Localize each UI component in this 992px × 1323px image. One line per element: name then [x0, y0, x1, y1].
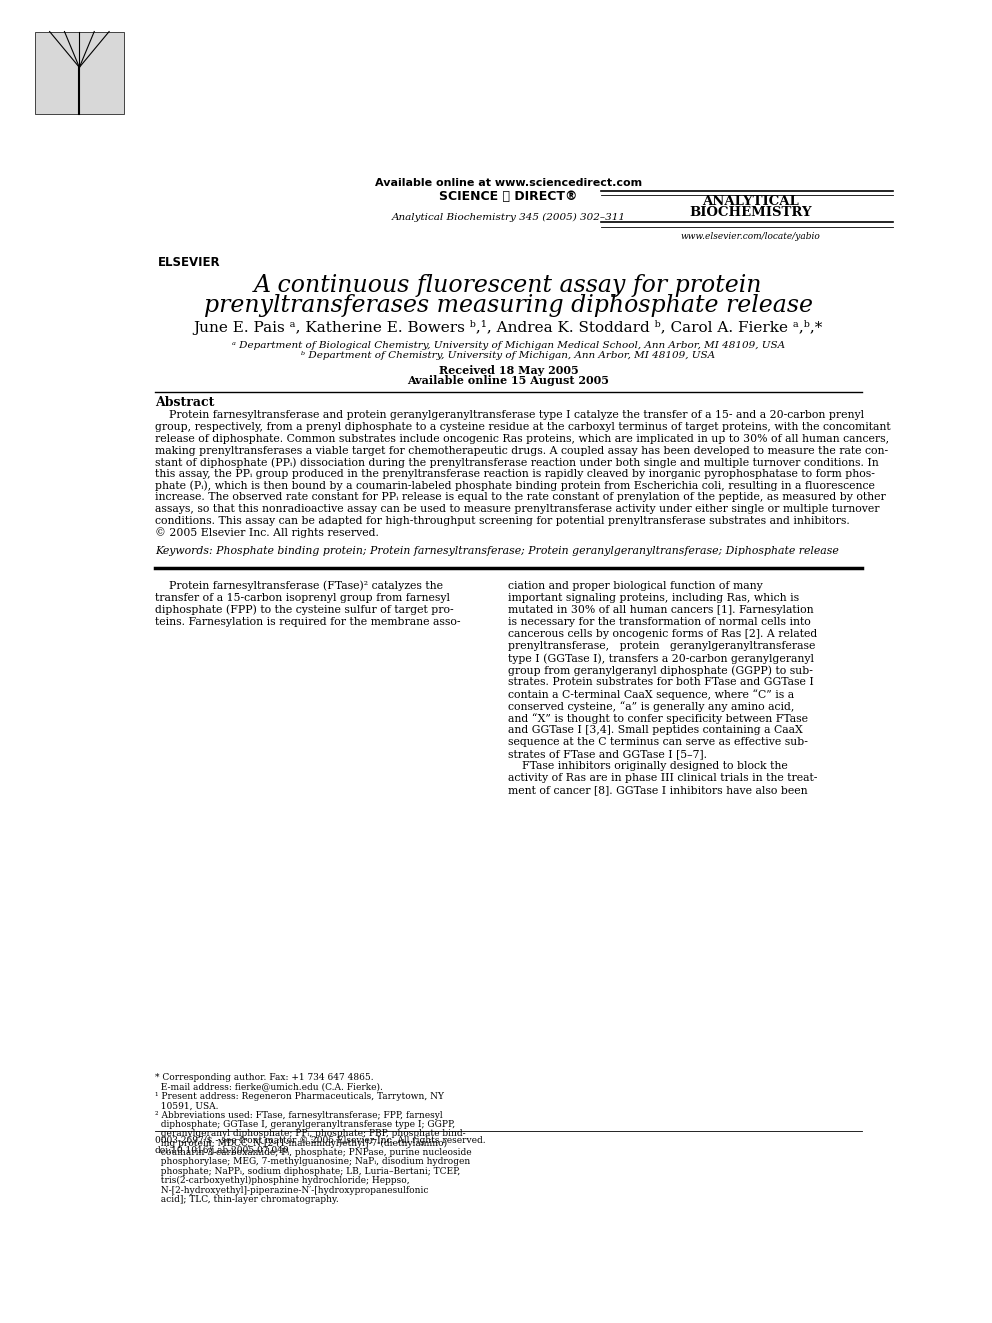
Text: diphosphate (FPP) to the cysteine sulfur of target pro-: diphosphate (FPP) to the cysteine sulfur…: [155, 605, 453, 615]
Text: Available online 15 August 2005: Available online 15 August 2005: [408, 376, 609, 386]
Text: Keywords: Phosphate binding protein; Protein farnesyltransferase; Protein gerany: Keywords: Phosphate binding protein; Pro…: [155, 546, 838, 557]
Text: phosphate; NaPPᵢ, sodium diphosphate; LB, Luria–Bertani; TCEP,: phosphate; NaPPᵢ, sodium diphosphate; LB…: [155, 1167, 460, 1176]
Text: www.elsevier.com/locate/yabio: www.elsevier.com/locate/yabio: [681, 232, 820, 241]
Text: Protein farnesyltransferase and protein geranylgeranyltransferase type I catalyz: Protein farnesyltransferase and protein …: [155, 410, 864, 421]
Text: release of diphosphate. Common substrates include oncogenic Ras proteins, which : release of diphosphate. Common substrate…: [155, 434, 889, 445]
Text: doi:10.1016/j.ab.2005.07.040: doi:10.1016/j.ab.2005.07.040: [155, 1147, 290, 1155]
Text: this assay, the PPᵢ group produced in the prenyltransferase reaction is rapidly : this assay, the PPᵢ group produced in th…: [155, 470, 875, 479]
Text: assays, so that this nonradioactive assay can be used to measure prenyltransfera: assays, so that this nonradioactive assa…: [155, 504, 879, 515]
Text: conserved cysteine, “a” is generally any amino acid,: conserved cysteine, “a” is generally any…: [509, 701, 795, 712]
Text: is necessary for the transformation of normal cells into: is necessary for the transformation of n…: [509, 617, 811, 627]
Text: ciation and proper biological function of many: ciation and proper biological function o…: [509, 581, 763, 591]
Text: strates of FTase and GGTase I [5–7].: strates of FTase and GGTase I [5–7].: [509, 749, 707, 759]
Text: * Corresponding author. Fax: +1 734 647 4865.: * Corresponding author. Fax: +1 734 647 …: [155, 1073, 373, 1082]
Text: phate (Pᵢ), which is then bound by a coumarin-labeled phosphate binding protein : phate (Pᵢ), which is then bound by a cou…: [155, 480, 875, 491]
Text: stant of diphosphate (PPᵢ) dissociation during the prenyltransferase reaction un: stant of diphosphate (PPᵢ) dissociation …: [155, 456, 879, 467]
Text: important signaling proteins, including Ras, which is: important signaling proteins, including …: [509, 593, 800, 603]
Text: group, respectively, from a prenyl diphosphate to a cysteine residue at the carb: group, respectively, from a prenyl dipho…: [155, 422, 891, 433]
Text: tris(2-carboxyethyl)phosphine hydrochloride; Heppso,: tris(2-carboxyethyl)phosphine hydrochlor…: [155, 1176, 410, 1185]
Text: and GGTase I [3,4]. Small peptides containing a CaaX: and GGTase I [3,4]. Small peptides conta…: [509, 725, 804, 736]
Text: © 2005 Elsevier Inc. All rights reserved.: © 2005 Elsevier Inc. All rights reserved…: [155, 528, 379, 538]
Text: increase. The observed rate constant for PPᵢ release is equal to the rate consta: increase. The observed rate constant for…: [155, 492, 886, 503]
Text: conditions. This assay can be adapted for high-throughput screening for potentia: conditions. This assay can be adapted fo…: [155, 516, 849, 527]
Text: Abstract: Abstract: [155, 396, 214, 409]
Text: type I (GGTase I), transfers a 20-carbon geranylgeranyl: type I (GGTase I), transfers a 20-carbon…: [509, 654, 814, 664]
Text: ² Abbreviations used: FTase, farnesyltransferase; FPP, farnesyl: ² Abbreviations used: FTase, farnesyltra…: [155, 1110, 442, 1119]
Text: ᵃ Department of Biological Chemistry, University of Michigan Medical School, Ann: ᵃ Department of Biological Chemistry, Un…: [232, 341, 785, 349]
Text: cancerous cells by oncogenic forms of Ras [2]. A related: cancerous cells by oncogenic forms of Ra…: [509, 630, 817, 639]
Text: SCIENCE ⓓ DIRECT®: SCIENCE ⓓ DIRECT®: [439, 191, 577, 202]
Text: FTase inhibitors originally designed to block the: FTase inhibitors originally designed to …: [509, 762, 789, 771]
Text: geranylgeranyl diphosphate; PPᵢ, phosphate; PBP, phosphate bind-: geranylgeranyl diphosphate; PPᵢ, phospha…: [155, 1130, 465, 1138]
Text: teins. Farnesylation is required for the membrane asso-: teins. Farnesylation is required for the…: [155, 617, 460, 627]
Text: sequence at the C terminus can serve as effective sub-: sequence at the C terminus can serve as …: [509, 737, 808, 747]
Text: ing protein; MDCC, N-[2-(1-maleimidyl)ethyl]-7-(diethylamino): ing protein; MDCC, N-[2-(1-maleimidyl)et…: [155, 1139, 446, 1148]
Text: Available online at www.sciencedirect.com: Available online at www.sciencedirect.co…: [375, 179, 642, 188]
Text: 10591, USA.: 10591, USA.: [155, 1101, 218, 1110]
Text: phosphorylase; MEG, 7-methylguanosine; NaPᵢ, disodium hydrogen: phosphorylase; MEG, 7-methylguanosine; N…: [155, 1158, 470, 1167]
Text: transfer of a 15-carbon isoprenyl group from farnesyl: transfer of a 15-carbon isoprenyl group …: [155, 593, 449, 603]
Text: Analytical Biochemistry 345 (2005) 302–311: Analytical Biochemistry 345 (2005) 302–3…: [392, 213, 625, 222]
Text: making prenyltransferases a viable target for chemotherapeutic drugs. A coupled : making prenyltransferases a viable targe…: [155, 446, 888, 455]
Text: contain a C-terminal CaaX sequence, where “C” is a: contain a C-terminal CaaX sequence, wher…: [509, 689, 795, 700]
Text: acid]; TLC, thin-layer chromatography.: acid]; TLC, thin-layer chromatography.: [155, 1195, 338, 1204]
Text: ANALYTICAL: ANALYTICAL: [702, 194, 799, 208]
Text: ELSEVIER: ELSEVIER: [158, 257, 220, 269]
FancyBboxPatch shape: [35, 32, 124, 114]
Text: 0003-2697/$ - see front matter © 2005 Elsevier Inc. All rights reserved.: 0003-2697/$ - see front matter © 2005 El…: [155, 1136, 485, 1146]
Text: Received 18 May 2005: Received 18 May 2005: [438, 365, 578, 376]
Text: prenyltransferases measuring diphosphate release: prenyltransferases measuring diphosphate…: [204, 294, 812, 318]
Text: BIOCHEMISTRY: BIOCHEMISTRY: [689, 206, 811, 220]
Text: diphosphate; GGTase I, geranylgeranyltransferase type I; GGPP,: diphosphate; GGTase I, geranylgeranyltra…: [155, 1121, 455, 1129]
Text: A continuous fluorescent assay for protein: A continuous fluorescent assay for prote…: [254, 274, 763, 296]
Text: coumarin-3-carboxamide; Pᵢ, phosphate; PNPase, purine nucleoside: coumarin-3-carboxamide; Pᵢ, phosphate; P…: [155, 1148, 471, 1158]
Text: group from geranylgeranyl diphosphate (GGPP) to sub-: group from geranylgeranyl diphosphate (G…: [509, 665, 813, 676]
Text: ment of cancer [8]. GGTase I inhibitors have also been: ment of cancer [8]. GGTase I inhibitors …: [509, 786, 808, 795]
Text: June E. Pais ᵃ, Katherine E. Bowers ᵇ,¹, Andrea K. Stoddard ᵇ, Carol A. Fierke ᵃ: June E. Pais ᵃ, Katherine E. Bowers ᵇ,¹,…: [193, 320, 823, 335]
Text: Protein farnesyltransferase (FTase)² catalyzes the: Protein farnesyltransferase (FTase)² cat…: [155, 581, 442, 591]
Text: E-mail address: fierke@umich.edu (C.A. Fierke).: E-mail address: fierke@umich.edu (C.A. F…: [155, 1082, 383, 1091]
Text: and “X” is thought to confer specificity between FTase: and “X” is thought to confer specificity…: [509, 713, 808, 724]
Text: activity of Ras are in phase III clinical trials in the treat-: activity of Ras are in phase III clinica…: [509, 774, 817, 783]
Text: ᵇ Department of Chemistry, University of Michigan, Ann Arbor, MI 48109, USA: ᵇ Department of Chemistry, University of…: [302, 351, 715, 360]
Text: N-[2-hydroxyethyl]-piperazine-N′-[hydroxypropanesulfonic: N-[2-hydroxyethyl]-piperazine-N′-[hydrox…: [155, 1185, 429, 1195]
Text: mutated in 30% of all human cancers [1]. Farnesylation: mutated in 30% of all human cancers [1].…: [509, 605, 814, 615]
Text: ¹ Present address: Regeneron Pharmaceuticals, Tarrytown, NY: ¹ Present address: Regeneron Pharmaceuti…: [155, 1091, 443, 1101]
Text: strates. Protein substrates for both FTase and GGTase I: strates. Protein substrates for both FTa…: [509, 677, 814, 687]
Text: prenyltransferase,   protein   geranylgeranyltransferase: prenyltransferase, protein geranylgerany…: [509, 642, 815, 651]
